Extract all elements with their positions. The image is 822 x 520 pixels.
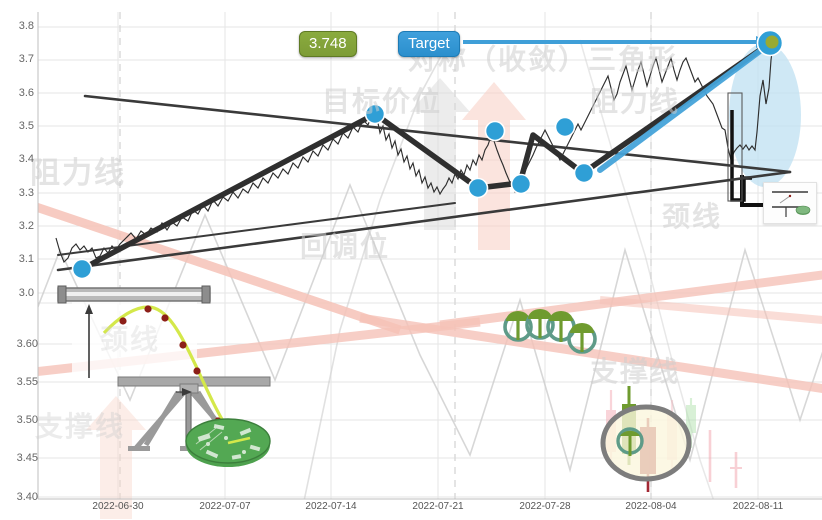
watermark-resistance-line-left: 阻力线 [30,156,126,191]
watermark-target-price: 目标价位 [322,85,443,118]
xtick-2022-07-14: 2022-07-14 [305,501,357,512]
projectile-apparatus-overlay [57,285,271,467]
pivot-marker-3[interactable] [467,177,489,199]
ytick-3-3: 3.3 [18,187,34,199]
xtick-2022-08-11: 2022-08-11 [732,501,784,512]
pivot-marker-6[interactable] [554,116,576,138]
xtick-2022-07-07: 2022-07-07 [199,501,251,512]
trendline-lower [56,170,792,272]
ytick2-3-55: 3.55 [16,376,38,388]
ytick-3-5: 3.5 [18,120,34,132]
background-arrow-pink-low [86,396,146,519]
candlestick-cluster [600,386,742,492]
price-line [55,43,774,264]
watermark-neckline-right: 颈线 [662,200,723,233]
hammer-icon-4[interactable] [567,323,597,354]
xtick-2022-06-30: 2022-06-30 [92,501,144,512]
pivot-markers [71,29,784,280]
pivot-marker-4[interactable] [484,120,506,142]
highlight-ellipse [600,404,692,482]
ytick2-3-60: 3.60 [16,338,38,350]
watermark-support-line-left: 支撑线 [35,410,126,443]
background-arrow-grey [410,78,470,230]
ytick-3-0: 3.0 [18,287,34,299]
target-halo [729,43,801,187]
hammer-icon-1[interactable] [503,311,533,342]
pivot-marker-2[interactable] [364,103,386,125]
hammer-icon-2[interactable] [525,309,555,340]
ytick-3-8: 3.8 [18,20,34,32]
background-arrow-pink [462,82,526,250]
chart-thumbnail[interactable] [763,182,817,224]
xtick-2022-07-28: 2022-07-28 [519,501,571,512]
hammer-icon-row [503,309,597,354]
ytick-3-2: 3.2 [18,220,34,232]
xtick-2022-07-21: 2022-07-21 [412,501,464,512]
ytick2-3-45: 3.45 [16,452,38,464]
ytick-3-4: 3.4 [18,153,34,165]
y-axis-primary: 3.8 3.7 3.6 3.5 3.4 3.3 3.2 3.1 3.0 [0,0,34,520]
target-badge[interactable]: Target [398,31,460,57]
watermark-resistance-line-right: 阻力线 [590,85,681,118]
ytick-3-6: 3.6 [18,87,34,99]
trendline-upper [83,94,792,174]
target-marker-core [765,35,779,49]
watermark-retracement-level: 回调位 [300,230,391,263]
chart-thumbnail-graphic [764,183,816,223]
pivot-marker-1[interactable] [71,258,93,280]
ytick2-3-40: 3.40 [16,491,38,503]
ytick2-3-50: 3.50 [16,414,38,426]
pivot-marker-7[interactable] [573,162,595,184]
target-projection-arrow [597,42,771,173]
watermark-neckline-left: 颈线 [100,323,161,356]
pivot-marker-5[interactable] [510,173,532,195]
landing-pad [185,418,271,467]
price-badge[interactable]: 3.748 [299,31,357,57]
watermark-support-line-right: 支撑线 [590,355,681,388]
hammer-marker-inside [616,427,644,456]
ytick-3-7: 3.7 [18,53,34,65]
ytick-3-1: 3.1 [18,253,34,265]
xtick-2022-08-04: 2022-08-04 [625,501,677,512]
y-axis-secondary: 3.60 3.55 3.50 3.45 3.40 [0,0,38,520]
